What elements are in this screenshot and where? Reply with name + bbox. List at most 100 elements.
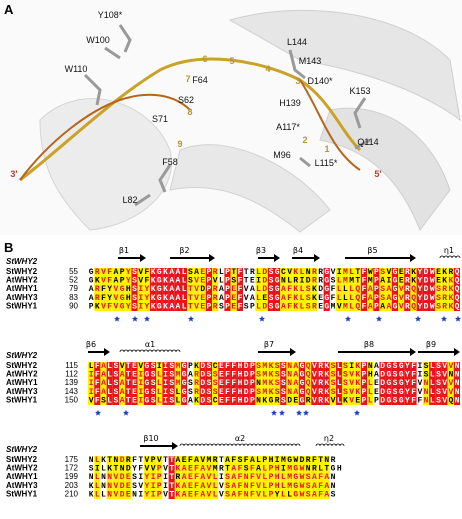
residue: S [188,277,194,286]
residue: E [132,362,138,371]
residue: I [300,277,306,286]
residue: F [194,490,200,499]
residue: S [393,371,399,380]
sequence: IFALSATEIGSLISMGSRDSSEFFHDPNMKSSNAGQVRKS… [89,379,461,388]
sequence: GKVFAPYSVFKGKAALSVEPVLPSFTEIDSGNLRIDRRGS… [89,277,461,286]
residue: F [145,268,151,277]
residue: K [324,388,330,397]
conservation-box [274,362,281,405]
residue: R [306,456,312,465]
residue: A [250,285,256,294]
residue: L [300,302,306,311]
residue: R [213,268,219,277]
residue: D [120,482,126,491]
residue: L [337,362,343,371]
conservation-box [88,362,95,405]
conservation-box [224,456,231,499]
residue: V [101,268,107,277]
residue: F [287,285,293,294]
residue: K [324,379,330,388]
residue: N [244,490,250,499]
residue: W [430,285,436,294]
residue: K [151,294,157,303]
residue: Q [455,294,461,303]
conservation-box [336,362,343,405]
residue: F [95,371,101,380]
sequence: PKVFVGYSIYKGKAALTVEPRSPEFSPLDSGAFKLSREGM… [89,302,461,311]
residue: I [157,362,163,371]
residue: D [380,362,386,371]
residue-label: S71 [152,114,168,124]
residue: Y [417,302,423,311]
residue: L [287,277,293,286]
residue: V [442,362,448,371]
residue: K [324,371,330,380]
conservation-box [354,362,361,405]
residue: I [417,371,423,380]
contact-star [296,409,302,416]
residue: D [262,268,268,277]
residue: L [337,277,343,286]
residue: V [194,294,200,303]
beta-arrow-head [410,254,416,262]
conservation-box [267,268,274,311]
residue: N [368,362,374,371]
residue: A [176,302,182,311]
contact-star [144,315,150,322]
residue: E [188,473,194,482]
residue: I [89,371,95,380]
residue: G [275,285,281,294]
residue: G [182,379,188,388]
residue: V [312,396,318,405]
residue: F [312,456,318,465]
conservation-box [360,362,367,405]
residue: Y [417,277,423,286]
nucleotide-label: 3' [10,169,17,179]
residue: N [287,388,293,397]
residue: D [244,371,250,380]
residue: S [380,294,386,303]
residue: K [442,277,448,286]
residue: M [368,277,374,286]
residue: A [89,285,95,294]
residue: I [138,371,144,380]
residue: V [448,388,454,397]
residue: K [324,362,330,371]
residue: V [207,473,213,482]
residue: F [225,362,231,371]
residue: V [256,482,262,491]
residue: D [120,490,126,499]
residue: A [380,302,386,311]
residue: S [436,371,442,380]
residue: F [331,294,337,303]
residue: F [231,456,237,465]
residue: C [281,268,287,277]
residue: R [213,302,219,311]
residue: A [182,490,188,499]
residue: L [281,473,287,482]
residue: K [448,285,454,294]
residue: F [238,294,244,303]
residue: A [231,482,237,491]
conservation-box [168,362,175,405]
conservation-box [212,362,219,405]
residue: F [231,396,237,405]
residue-label: W100 [86,35,110,45]
sequence: KLNNVDESVYIPITKAEFAVLVSAFNFVLPHLMGWSAFAN [89,482,337,491]
residue: A [101,388,107,397]
residue: E [200,268,206,277]
residue: E [200,277,206,286]
residue: L [287,490,293,499]
conservation-box [447,362,454,405]
residue: I [89,379,95,388]
contact-star [188,315,194,322]
residue: F [238,490,244,499]
sequence-start: 112 [65,370,78,379]
residue: E [250,277,256,286]
residue: L [182,268,188,277]
sequence-name: StWHY1 [6,489,38,498]
residue: F [231,362,237,371]
conservation-box [311,456,318,499]
conservation-box [292,456,299,499]
residue: K [355,379,361,388]
